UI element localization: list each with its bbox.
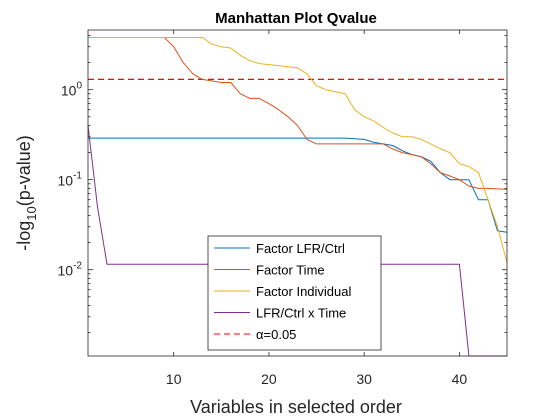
y-tick-label: 10-1 (58, 171, 83, 189)
y-axis-label-subscript: 10 (24, 206, 39, 220)
legend-box (207, 235, 382, 351)
x-tick-label: 30 (356, 371, 372, 387)
series-line-factor-individual (88, 37, 508, 263)
legend-label: α=0.05 (256, 327, 296, 342)
x-axis-ticks: 10 20 30 40 (166, 30, 467, 387)
legend-label: Factor Individual (256, 284, 351, 299)
legend-label: Factor Time (256, 263, 325, 278)
legend: Factor LFR/Ctrl Factor Time Factor Individ… (207, 235, 382, 351)
chart-title: Manhattan Plot Qvalue (215, 10, 377, 27)
series-line-factor-lfr-ctrl (88, 137, 508, 233)
y-axis-ticks: 100 10-1 10-2 (58, 35, 507, 334)
legend-label: LFR/Ctrl x Time (256, 306, 346, 321)
x-tick-label: 20 (261, 371, 277, 387)
y-tick-label: 10-2 (58, 261, 83, 279)
x-tick-label: 10 (166, 371, 182, 387)
x-axis-label: Variables in selected order (190, 397, 402, 417)
axes-box (87, 29, 508, 357)
y-tick-label: 100 (61, 81, 83, 99)
y-axis-label-suffix: (p-value) (14, 135, 34, 206)
x-tick-label: 40 (452, 371, 468, 387)
legend-label: Factor LFR/Ctrl (256, 241, 345, 256)
y-axis-label-prefix: -log (14, 221, 34, 251)
series-line-factor-time (88, 37, 508, 190)
y-axis-label: -log10(p-value) (14, 135, 39, 251)
